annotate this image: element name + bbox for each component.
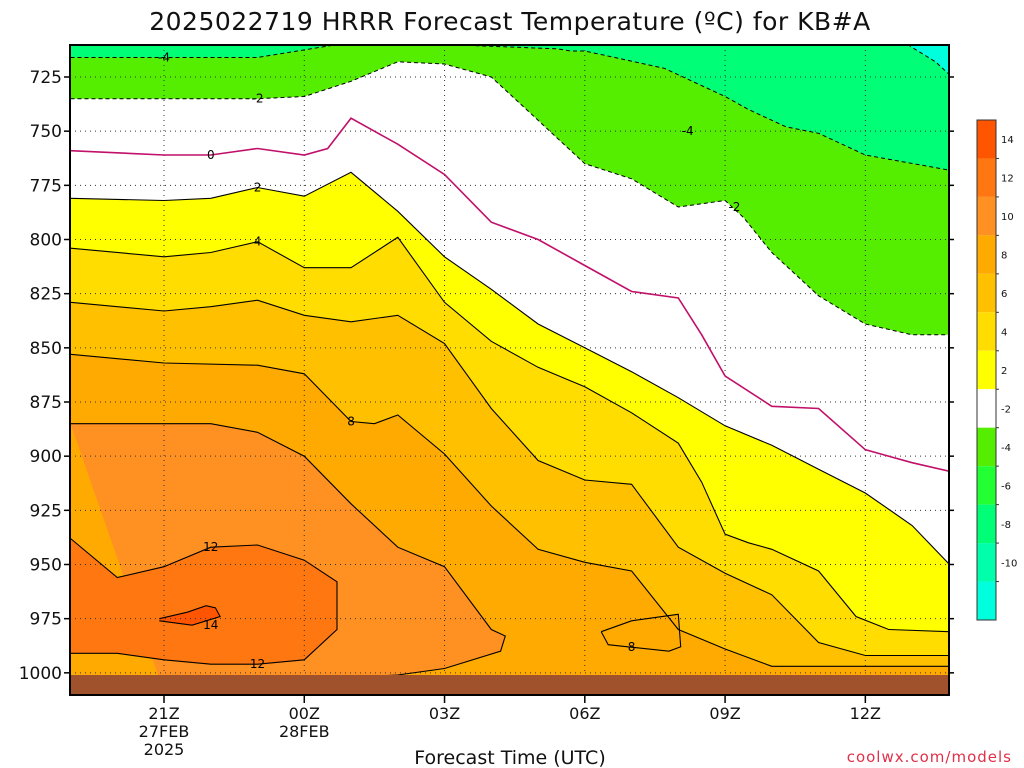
colorbar-swatch [977, 427, 996, 467]
contour-label: 12 [250, 657, 265, 671]
x-tick-label: 06Z [569, 704, 600, 723]
credit-text: coolwx.com/models [847, 748, 1012, 766]
fill-band [159, 605, 221, 626]
x-tick-label: 00Z [289, 704, 320, 723]
colorbar-tick-label: 10 [1001, 212, 1014, 223]
isotherm-line [70, 538, 338, 665]
isotherm-line [70, 117, 949, 473]
y-tick-label: 825 [30, 285, 62, 305]
colorbar-swatch [977, 389, 996, 428]
y-tick-label: 750 [30, 122, 62, 142]
ground-surface [70, 675, 949, 695]
plot-area: -4 -2 0 2 4 8 12 14 12 -4 -2 8 [69, 44, 950, 696]
isotherm-line [70, 299, 949, 657]
colorbar-swatch [977, 466, 996, 505]
colorbar-swatch [977, 543, 996, 582]
x-tick-label: 09Z [709, 704, 740, 723]
isotherm-line [70, 171, 949, 565]
colorbar-tick-label: 2 [1001, 366, 1007, 377]
contour-label: 12 [203, 540, 218, 554]
isotherm-line [70, 61, 949, 336]
colorbar-swatch [977, 504, 996, 544]
isotherm-line [70, 45, 949, 171]
y-tick-label: 925 [30, 501, 62, 521]
contour-label: -4 [682, 124, 694, 138]
colorbar-swatch [977, 581, 996, 620]
contour-label: 8 [628, 640, 636, 654]
contour-label: -4 [158, 51, 170, 65]
colorbar-swatch [977, 235, 996, 274]
fill-band [908, 45, 949, 75]
colorbar-swatch [977, 350, 996, 390]
x-tick-label: 27FEB [139, 722, 190, 741]
grid-lines [70, 45, 949, 695]
fill-band [601, 614, 681, 652]
colorbar-tick-label: 8 [1001, 251, 1007, 262]
colorbar-tick-label: 12 [1001, 174, 1014, 185]
colorbar-tick-label: 6 [1001, 289, 1007, 300]
isotherm-line [907, 45, 949, 76]
x-axis-label: Forecast Time (UTC) [414, 747, 605, 768]
x-tick-label: 21Z [148, 704, 179, 723]
isotherm-line [70, 353, 949, 667]
y-tick-label: 975 [30, 610, 62, 630]
isotherm-line [70, 236, 949, 633]
colorbar-swatch [977, 312, 996, 351]
colorbar-swatch [977, 120, 996, 159]
temperature-fills [70, 45, 949, 695]
colorbar-legend: 14 12 10 8 6 4 2 -2 -4 -6 -8 -10 [976, 119, 1017, 621]
x-tick-label: 28FEB [279, 722, 330, 741]
colorbar-swatch [977, 273, 996, 313]
colorbar-tick-label: -2 [1001, 404, 1011, 415]
y-tick-label: 875 [30, 393, 62, 413]
y-tick-label: 850 [30, 339, 62, 359]
chart-title: 2025022719 HRRR Forecast Temperature (ºC… [149, 7, 871, 36]
colorbar-frame [976, 119, 997, 621]
contour-label: -2 [252, 92, 264, 106]
contour-label: 0 [207, 148, 215, 162]
y-tick-label: 1000 [19, 664, 62, 684]
isotherm-lines [70, 45, 949, 693]
colorbar-tick-label: -4 [1001, 443, 1011, 454]
y-tick-label: 775 [30, 176, 62, 196]
colorbar-tick-label: -10 [1001, 558, 1017, 569]
plot-frame [69, 44, 950, 696]
contour-label: 2 [254, 181, 262, 195]
y-tick-label: 900 [30, 447, 62, 467]
y-tick-label: 950 [30, 556, 62, 576]
x-tick-label: 03Z [429, 704, 460, 723]
x-tick-label: 2025 [144, 740, 185, 759]
y-axis: 725 750 775 800 825 850 875 900 925 950 975 1000 [19, 68, 954, 684]
isotherm-line [600, 613, 682, 652]
colorbar-swatch [977, 196, 996, 236]
fill-band [70, 538, 337, 665]
y-tick-label: 800 [30, 231, 62, 251]
colorbar-tick-label: 14 [1001, 135, 1014, 146]
contour-label: 8 [347, 415, 355, 429]
contour-label: 4 [254, 235, 262, 249]
y-tick-label: 725 [30, 68, 62, 88]
colorbar-swatch [977, 158, 996, 197]
contour-label: 14 [203, 618, 218, 632]
colorbar-tick-label: -6 [1001, 481, 1011, 492]
colorbar-tick-label: 4 [1001, 328, 1007, 339]
x-tick-label: 12Z [850, 704, 881, 723]
isotherm-line [159, 605, 221, 626]
colorbar-tick-label: -8 [1001, 520, 1011, 531]
contour-labels: -4 -2 0 2 4 8 12 14 12 -4 -2 8 [158, 51, 740, 672]
contour-label: -2 [728, 200, 740, 214]
